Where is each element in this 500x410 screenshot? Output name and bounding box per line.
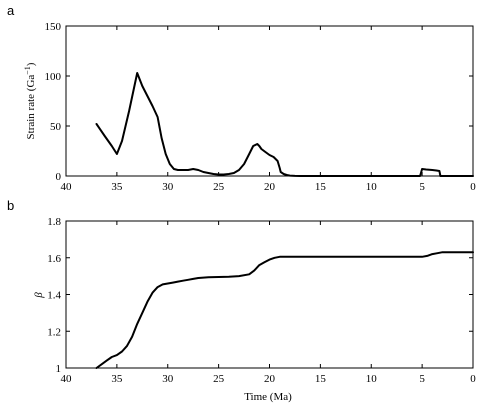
y-tick-label: 100 <box>45 71 62 83</box>
x-tick-label: 10 <box>366 373 378 385</box>
panel-b-y-ticks: 1 1.2 1.4 1.6 1.8 <box>47 216 473 375</box>
panel-a-y-ticks: 0 50 100 150 <box>45 21 473 183</box>
beta-series-line <box>95 251 474 369</box>
panel-b-ylabel: β <box>33 292 45 299</box>
x-tick-label: 10 <box>366 181 378 193</box>
x-tick-label: 5 <box>419 373 425 385</box>
panel-a-letter: a <box>7 3 15 18</box>
x-tick-label: 20 <box>264 373 276 385</box>
y-tick-label: 1.6 <box>47 253 61 265</box>
x-tick-label: 40 <box>61 373 73 385</box>
y-tick-label: 1.8 <box>47 216 61 228</box>
x-tick-label: 25 <box>213 181 225 193</box>
y-tick-label: 0 <box>56 171 62 183</box>
beta-panel: b 40 35 30 25 20 15 10 5 0 1 1.2 1.4 1.6 1.8 β Time … <box>7 198 476 403</box>
x-tick-label: 25 <box>213 373 225 385</box>
y-tick-label: 150 <box>45 21 62 33</box>
y-tick-label: 1.4 <box>47 290 61 302</box>
x-tick-label: 0 <box>470 373 476 385</box>
panel-b-letter: b <box>7 198 14 213</box>
x-tick-label: 35 <box>111 181 123 193</box>
y-tick-label: 1 <box>56 363 62 375</box>
panel-a-x-ticks: 40 35 30 25 20 15 10 5 0 <box>61 26 476 193</box>
y-tick-label: 50 <box>50 121 62 133</box>
x-tick-label: 30 <box>162 373 174 385</box>
x-tick-label: 0 <box>470 181 476 193</box>
strain-rate-series-line <box>95 72 474 177</box>
y-tick-label: 1.2 <box>47 326 61 338</box>
panel-b-x-ticks: 40 35 30 25 20 15 10 5 0 <box>61 221 476 385</box>
panel-a-ylabel: Strain rate (Ga−1) <box>23 62 37 139</box>
x-tick-label: 15 <box>315 373 327 385</box>
panel-a-frame <box>65 25 474 177</box>
panel-b-xlabel: Time (Ma) <box>244 391 292 403</box>
ylabel-superscript: −1 <box>23 66 32 75</box>
x-tick-label: 30 <box>162 181 174 193</box>
ylabel-close: ) <box>25 62 37 66</box>
x-tick-label: 35 <box>111 373 123 385</box>
x-tick-label: 20 <box>264 181 276 193</box>
x-tick-label: 5 <box>419 181 425 193</box>
x-tick-label: 40 <box>61 181 73 193</box>
x-tick-label: 15 <box>315 181 327 193</box>
